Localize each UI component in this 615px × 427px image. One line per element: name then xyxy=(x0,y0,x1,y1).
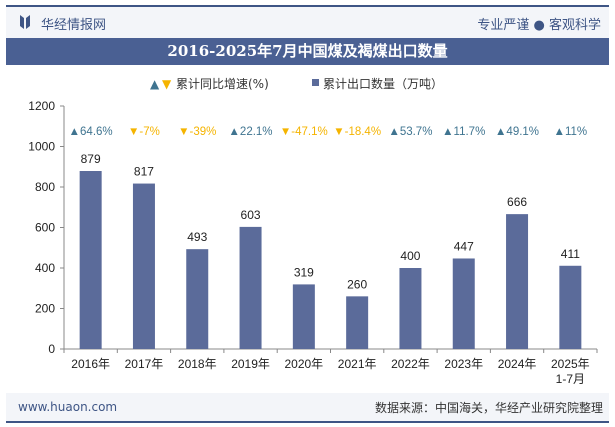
brand-name: 华经情报网 xyxy=(41,18,107,33)
bar xyxy=(292,284,315,349)
legend-volume-label: 累计出口数量（万吨） xyxy=(323,76,443,91)
y-tick-label: 400 xyxy=(35,261,55,275)
growth-label: ▲64.6% xyxy=(69,126,113,138)
bar xyxy=(506,214,529,349)
data-source: 数据来源：中国海关，华经产业研究院整理 xyxy=(374,401,603,415)
x-tick-label: 2021年 xyxy=(338,357,377,371)
bar xyxy=(559,265,582,349)
bar-value-label: 400 xyxy=(400,249,420,263)
x-tick-label: 2016年 xyxy=(71,357,110,371)
bar-value-label: 493 xyxy=(187,230,207,244)
growth-label: ▲11.7% xyxy=(442,126,485,138)
top-border xyxy=(6,5,609,7)
x-tick-label: 2017年 xyxy=(125,357,164,371)
site-url: www.huaon.com xyxy=(18,400,118,414)
bar xyxy=(346,296,369,349)
bar xyxy=(132,183,155,349)
growth-label: ▲49.1% xyxy=(495,126,539,138)
growth-label: ▲11% xyxy=(554,126,588,138)
legend-bar-marker xyxy=(312,79,319,86)
growth-label: ▼-18.4% xyxy=(333,126,381,138)
x-tick-label: 1-7月 xyxy=(556,372,585,386)
growth-label: ▼-39% xyxy=(178,126,216,138)
bar-value-label: 817 xyxy=(134,165,154,179)
bar xyxy=(239,226,262,349)
y-tick-label: 600 xyxy=(35,221,55,235)
bar-value-label: 411 xyxy=(561,247,580,261)
x-tick-label: 2020年 xyxy=(284,357,323,371)
slogan: 专业严谨 ● 客观科学 xyxy=(477,18,601,33)
growth-label: ▲53.7% xyxy=(388,126,432,138)
x-tick-label: 2018年 xyxy=(178,357,217,371)
bar-value-label: 447 xyxy=(454,239,474,253)
y-tick-label: 1200 xyxy=(28,99,55,113)
x-tick-label: 2024年 xyxy=(498,357,537,371)
y-tick-label: 0 xyxy=(48,342,55,356)
x-tick-label: 2019年 xyxy=(231,357,270,371)
legend-down-marker: ▼ xyxy=(162,77,172,91)
bar xyxy=(452,258,475,349)
chart-title: 2016-2025年7月中国煤及褐煤出口数量 xyxy=(6,38,609,65)
bar-value-label: 603 xyxy=(241,208,261,222)
bar-value-label: 879 xyxy=(81,152,101,166)
bar xyxy=(186,249,209,349)
bar-value-label: 319 xyxy=(294,265,314,279)
growth-label: ▼-47.1% xyxy=(280,126,328,138)
y-tick-label: 200 xyxy=(35,302,55,316)
bar xyxy=(399,268,422,349)
x-tick-label: 2022年 xyxy=(391,357,430,371)
x-tick-label: 2025年 xyxy=(551,357,590,371)
y-tick-label: 1000 xyxy=(28,140,55,154)
growth-label: ▲22.1% xyxy=(229,126,273,138)
bar xyxy=(79,171,102,349)
legend-growth-label: 累计同比增速(%) xyxy=(176,77,269,91)
bar-value-label: 260 xyxy=(347,277,367,291)
bar-value-label: 666 xyxy=(507,195,527,209)
y-tick-label: 800 xyxy=(35,180,55,194)
header: 华经情报网 专业严谨 ● 客观科学 xyxy=(6,7,609,38)
legend-up-marker: ▲ xyxy=(150,77,160,91)
footer: www.huaon.com 数据来源：中国海关，华经产业研究院整理 xyxy=(6,393,609,423)
x-tick-label: 2023年 xyxy=(444,357,483,371)
growth-label: ▼-7% xyxy=(128,126,160,138)
logo-icon xyxy=(20,15,30,29)
